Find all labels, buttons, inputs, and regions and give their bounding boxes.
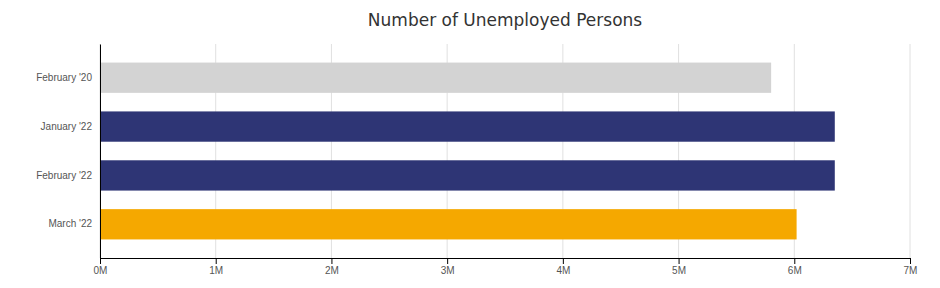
x-axis: 0M 1M 2M 3M 4M 5M 6M 7M: [94, 258, 918, 276]
x-tick-mark: [447, 258, 448, 264]
x-tick: 0M: [94, 258, 108, 276]
x-tick-label: 5M: [672, 265, 686, 276]
x-axis-line: [101, 259, 911, 265]
y-tick-label: February '20: [36, 72, 92, 83]
x-tick-label: 2M: [325, 265, 339, 276]
grid-line: [100, 44, 101, 258]
y-tick: March '22: [48, 218, 92, 229]
bar: [100, 111, 835, 141]
x-tick-mark: [331, 258, 332, 264]
x-tick-label: 3M: [441, 265, 455, 276]
title: Number of Unemployed Persons: [368, 10, 642, 30]
chart: 0M1M2M3M4M5M6M7MFebruary '20January '22F…: [0, 0, 940, 288]
y-axis-line: [100, 45, 101, 259]
grid-line: [910, 44, 911, 258]
x-tick-mark: [679, 258, 680, 264]
x-tick-mark: [794, 258, 795, 264]
x-tick-mark: [100, 258, 101, 264]
plot-area: 0M1M2M3M4M5M6M7MFebruary '20January '22F…: [36, 44, 917, 276]
x-tick-mark: [563, 258, 564, 264]
bars: [100, 63, 835, 240]
x-tick-label: 7M: [904, 265, 918, 276]
x-tick: 4M: [556, 258, 570, 276]
x-tick-mark: [216, 258, 217, 264]
x-tick-label: 1M: [209, 265, 223, 276]
bar: [100, 63, 771, 93]
y-tick: January '22: [41, 121, 93, 132]
x-tick-label: 4M: [556, 265, 570, 276]
x-tick: 1M: [209, 258, 223, 276]
x-tick-label: 6M: [788, 265, 802, 276]
y-tick-label: February '22: [36, 170, 92, 181]
y-tick: February '20: [36, 72, 92, 83]
x-tick: 7M: [904, 258, 918, 276]
y-tick-label: March '22: [48, 218, 92, 229]
y-tick: February '22: [36, 170, 92, 181]
y-axis: February '20 January '22 February '22 March…: [36, 45, 100, 259]
y-tick-label: January '22: [41, 121, 93, 132]
bar: [100, 209, 797, 239]
x-tick-label: 0M: [94, 265, 108, 276]
grid: [100, 44, 910, 258]
x-tick: 3M: [441, 258, 455, 276]
bar: [100, 160, 835, 190]
x-tick: 2M: [325, 258, 339, 276]
x-tick: 5M: [672, 258, 686, 276]
x-tick-mark: [910, 258, 911, 264]
x-tick: 6M: [788, 258, 802, 276]
